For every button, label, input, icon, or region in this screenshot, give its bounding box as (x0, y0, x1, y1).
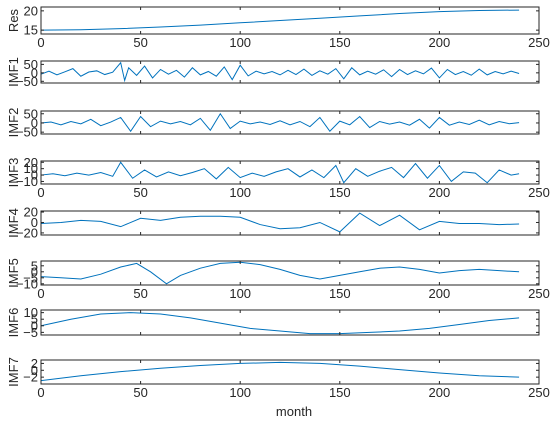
y-tick-label: 0 (31, 215, 38, 230)
x-tick-label: 150 (329, 35, 351, 50)
y-axis-label-imf4: IMF4 (6, 208, 21, 238)
plot-area (41, 310, 539, 335)
x-axis-label: month (276, 404, 312, 419)
y-axis-label-imf3: IMF3 (6, 158, 21, 188)
series-line-res (40, 9, 520, 31)
x-tick-label: 0 (37, 385, 44, 400)
x-tick-label: 100 (229, 185, 251, 200)
y-tick-label: 10 (24, 305, 38, 320)
x-tick-label: 250 (528, 185, 550, 200)
plot-area (41, 61, 539, 83)
x-tick-label: 250 (528, 35, 550, 50)
subplot-stack: 0 50 100 150 200 2501520Res−50050IMF1−50050IM… (6, 3, 550, 400)
series-line-imf7 (40, 361, 520, 382)
x-tick-label: 50 (133, 35, 147, 50)
y-tick-label: 0 (31, 363, 38, 378)
y-tick-label: 0 (31, 318, 38, 333)
series-line-imf3 (40, 161, 520, 184)
x-tick-label: 100 (229, 35, 251, 50)
y-tick-label: 0 (31, 115, 38, 130)
x-tick-label: 150 (329, 385, 351, 400)
y-axis-label-imf7: IMF7 (6, 357, 21, 387)
y-tick-label: −10 (16, 276, 38, 291)
x-tick-label: 50 (133, 185, 147, 200)
x-tick-label: 0 (37, 185, 44, 200)
y-tick-label: 5 (31, 258, 38, 273)
series-line-imf6 (40, 312, 520, 335)
y-tick-label: 5 (31, 312, 38, 327)
y-tick-label: −20 (16, 225, 38, 240)
axes-frame (40, 309, 540, 336)
x-tick-label: 200 (429, 385, 451, 400)
y-tick-label: −10 (16, 174, 38, 189)
x-tick-label: 150 (329, 286, 351, 301)
y-tick-label: 50 (24, 57, 38, 72)
axes-frame (40, 60, 540, 84)
x-tick-label: 200 (429, 35, 451, 50)
x-tick-label: 100 (229, 385, 251, 400)
y-tick-label: 10 (24, 161, 38, 176)
x-tick-label: 200 (429, 286, 451, 301)
series-line-imf4 (40, 212, 520, 233)
y-tick-label: −50 (16, 74, 38, 89)
axes-frame (40, 210, 540, 236)
y-axis-label-imf5: IMF5 (6, 258, 21, 288)
plot-area (41, 360, 539, 384)
y-tick-label: 2 (31, 356, 38, 371)
x-tick-label: 0 (37, 35, 44, 50)
y-axis-label-imf2: IMF2 (6, 108, 21, 138)
x-tick-label: 200 (429, 185, 451, 200)
x-tick-label: 250 (528, 286, 550, 301)
y-tick-label: 50 (24, 106, 38, 121)
series-line-imf2 (40, 112, 520, 133)
y-tick-label: 0 (31, 264, 38, 279)
y-axis-label-res: Res (6, 8, 21, 32)
y-tick-label: 15 (24, 23, 38, 38)
y-tick-label: 0 (31, 65, 38, 80)
series-line-imf1 (40, 61, 520, 83)
plot-area (41, 161, 539, 184)
y-axis-label-imf6: IMF6 (6, 308, 21, 338)
plot-area (41, 111, 539, 134)
axes-frame (40, 6, 540, 35)
x-tick-label: 100 (229, 286, 251, 301)
y-tick-label: −5 (23, 325, 38, 340)
plot-area (41, 211, 539, 235)
axes-frame (40, 260, 540, 286)
y-tick-label: 20 (24, 3, 38, 18)
axes-frame (40, 359, 540, 385)
y-axis-label-imf1: IMF1 (6, 57, 21, 87)
plot-area (41, 261, 539, 285)
axes-frame (40, 160, 540, 185)
y-tick-label: 20 (24, 155, 38, 170)
y-tick-label: 0 (31, 168, 38, 183)
x-tick-label: 250 (528, 385, 550, 400)
x-tick-label: 50 (133, 286, 147, 301)
y-tick-label: −50 (16, 125, 38, 140)
x-tick-label: 150 (329, 185, 351, 200)
x-tick-label: 50 (133, 385, 147, 400)
y-tick-label: −5 (23, 270, 38, 285)
y-tick-label: −2 (23, 370, 38, 385)
x-tick-label: 0 (37, 286, 44, 301)
series-line-imf5 (40, 261, 520, 285)
y-tick-label: 20 (24, 205, 38, 220)
